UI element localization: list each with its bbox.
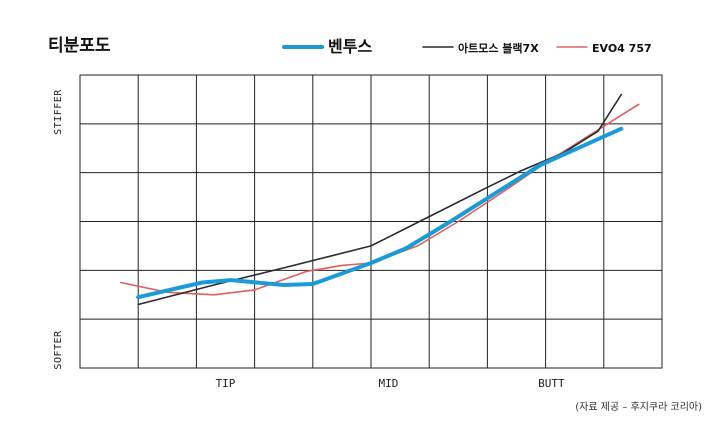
series-line-0 [136,126,624,300]
legend-label-1: 아트모스 블랙7X [458,41,539,55]
series-line-1 [137,93,623,306]
legend-label-2: EVO4 757 [592,42,652,55]
legend-label-0: 벤투스 [328,37,372,56]
x-tick-label: TIP [216,377,236,390]
chart-title: 티분포도 [48,36,111,56]
grid [79,74,663,369]
source-note: (자료 제공 – 후지쿠라 코리아) [575,401,702,413]
x-tick-label: MID [379,377,399,390]
x-tick-label: BUTT [538,377,565,390]
series-line-2 [119,103,640,296]
series-lines [119,93,640,306]
y-label-softer: SOFTER [53,330,64,370]
legend: 벤투스 아트모스 블랙7X EVO4 757 [282,37,652,56]
y-label-stiffer: STIFFER [53,89,64,135]
x-tick-labels: TIP MID BUTT [216,377,565,390]
